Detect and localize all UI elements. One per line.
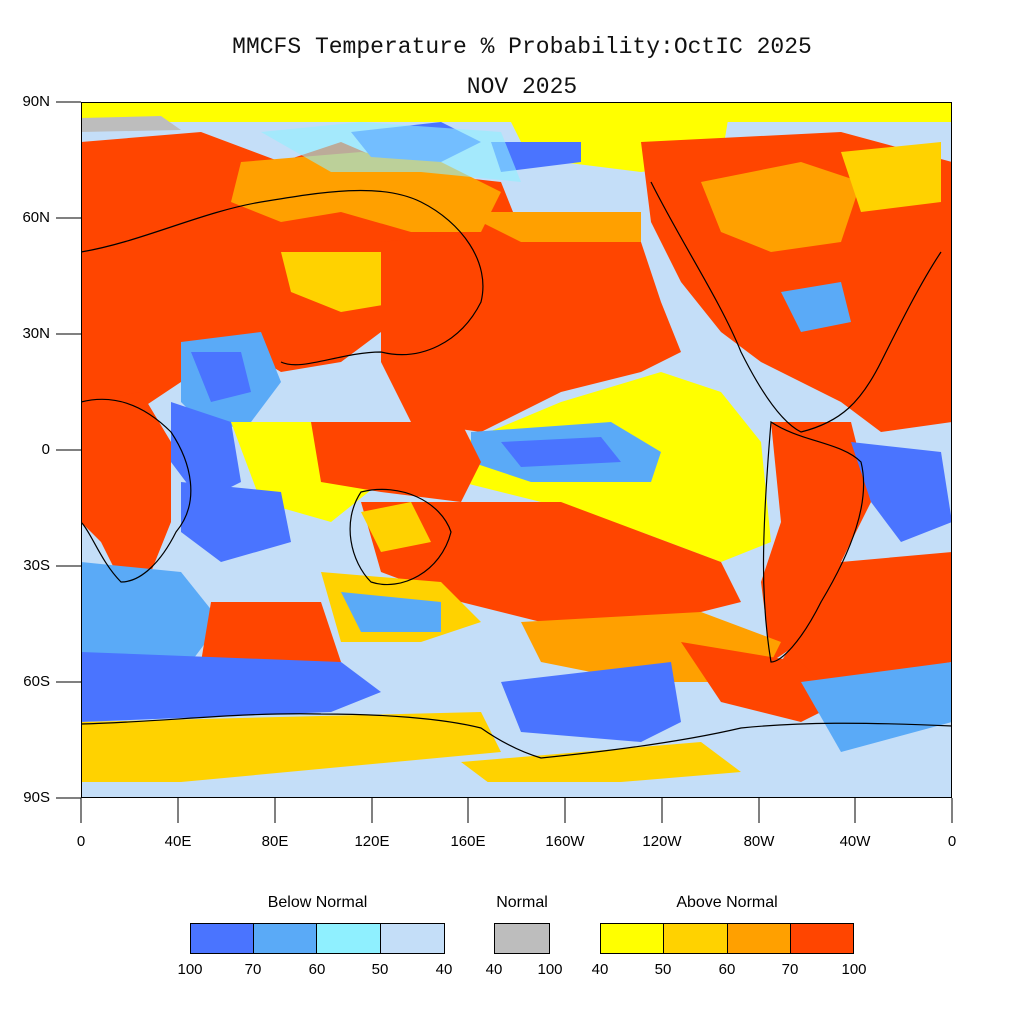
lon-tick-40w: 40W [839,833,871,850]
legend-normal-swatch [494,923,550,954]
lat-tick-60n: 60N [22,209,50,226]
arctic-light-blue [261,122,521,182]
south-pacific-warm [681,642,841,722]
legend-below-title: Below Normal [267,894,368,911]
lat-tick-30s: 30S [23,557,50,574]
legend-below-label-4: 50 [371,961,389,978]
map-subtitle: NOV 2025 [466,74,578,100]
south-america-warm [761,422,871,662]
africa-east-blue [171,402,241,502]
lon-tick-160w: 160W [545,833,585,850]
lon-tick-0: 0 [76,833,86,850]
lat-tick-60s: 60S [23,673,50,690]
legend-above-label-1: 40 [591,961,609,978]
arctic-normal-patch [81,116,181,132]
legend-above-label-3: 60 [718,961,736,978]
legend-above-label-5: 100 [841,961,867,978]
lon-tick-0-end: 0 [947,833,957,850]
antarctic-bottom-band [81,782,952,798]
coastlines [81,181,952,759]
australia-coastline [349,488,452,586]
north-pacific-orange [461,212,641,242]
legend-below-label-1: 100 [177,961,203,978]
legend-above-title: Above Normal [676,894,778,911]
lon-tick-40e: 40E [164,833,192,850]
antarctic-shelf-yellow-east [461,742,741,792]
atlantic-blue-patch [781,282,851,332]
lat-tick-30n: 30N [22,325,50,342]
legend-below-label-5: 40 [435,961,453,978]
legend-above-swatch-2 [663,923,728,954]
legend-below-swatch-3 [316,923,381,954]
equatorial-deep-blue [501,437,621,467]
legend-normal-title: Normal [496,894,548,911]
lat-tick-90n: 90N [22,93,50,110]
legend-normal-label-2: 100 [537,961,563,978]
greenland-yellow [841,142,941,212]
central-asia-yellow [281,252,401,312]
australia-yellow [361,502,431,552]
lat-tick-90s: 90S [23,789,50,806]
lon-tick-160e: 160E [450,833,486,850]
antarctic-deep-blue-east [501,662,681,742]
north-pacific-warm [381,222,681,432]
legend-above-swatch-1 [600,923,664,954]
lon-tick-80e: 80E [261,833,289,850]
antarctic-shelf-yellow [81,712,501,782]
indian-ocean-blue [181,482,291,562]
legend-above-label-2: 50 [654,961,672,978]
antarctic-deep-blue-west [81,652,381,722]
legend-below-label-2: 70 [244,961,262,978]
legend-below-label-3: 60 [308,961,326,978]
legend-above-swatch-3 [727,923,791,954]
legend-below-swatch-1 [190,923,254,954]
africa-coastline [81,398,192,583]
eurasia-coastline [81,189,484,366]
legend-normal-label-1: 40 [485,961,503,978]
lat-tick-0: 0 [41,441,50,458]
maritime-warm [311,422,481,502]
south-america-coastline [762,420,865,663]
africa-warm [81,392,171,582]
south-atlantic-warm [781,552,952,702]
canada-orange [701,162,861,252]
probability-map [81,102,952,798]
map-frame [81,102,952,798]
tasman-blue [341,592,441,632]
lon-tick-80w: 80W [743,833,775,850]
north-america-coastline [650,181,942,433]
brazil-blue [851,442,952,542]
antarctic-blue-atlantic [801,662,952,752]
legend-above-swatch-4 [790,923,854,954]
south-indian-blue [81,562,221,672]
lon-tick-120w: 120W [642,833,682,850]
india-cool [191,352,251,402]
antarctica-coastline [81,713,952,759]
lon-tick-120e: 120E [354,833,390,850]
australia-warm [361,502,741,622]
map-title: MMCFS Temperature % Probability:OctIC 20… [232,34,812,60]
legend-below-swatch-4 [380,923,445,954]
legend-below-swatch-2 [253,923,317,954]
legend-above-label-4: 70 [781,961,799,978]
